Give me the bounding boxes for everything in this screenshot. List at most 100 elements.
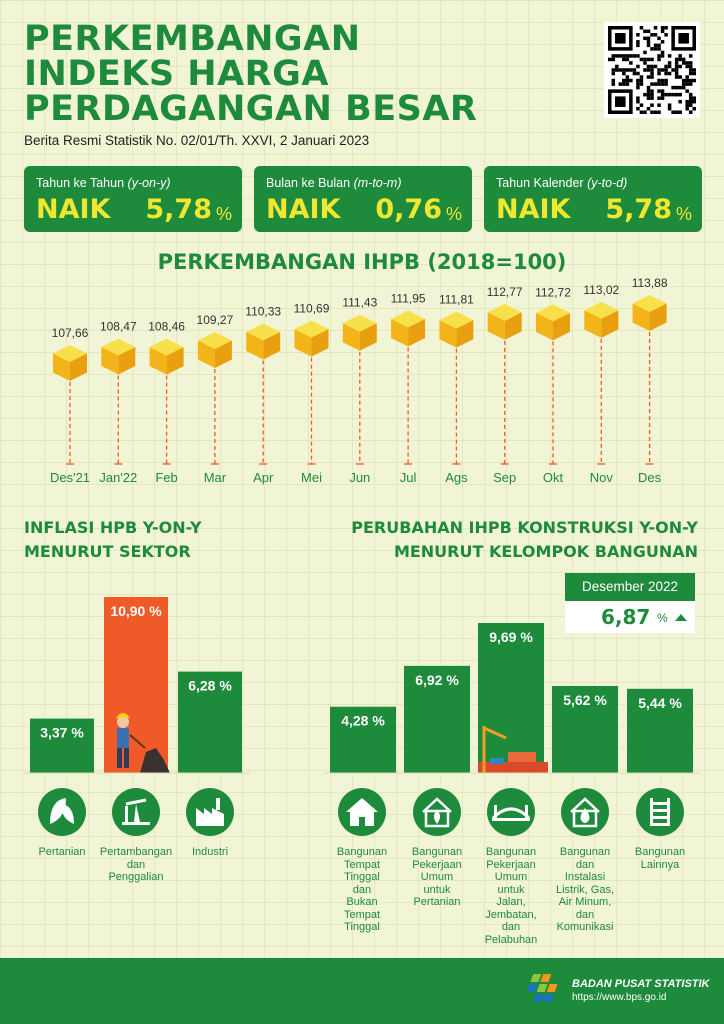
qr-module [688, 54, 693, 58]
qr-module [660, 82, 665, 86]
leaf-shape [61, 804, 74, 824]
qr-module [657, 71, 661, 76]
box-icon-side [101, 346, 119, 375]
box-icon-side [214, 340, 232, 369]
tick-label: Apr [253, 470, 274, 485]
container [490, 758, 504, 764]
qr-module [622, 71, 626, 76]
group-bar [478, 623, 544, 773]
up-arrow-icon [675, 614, 687, 621]
qr-module [636, 96, 640, 100]
qr-module [636, 106, 640, 111]
qr-module [660, 89, 665, 93]
qr-module [660, 96, 665, 100]
miner-illustration [116, 713, 170, 773]
qr-module [667, 71, 672, 76]
water-drop-house-icon [561, 788, 609, 836]
december-unit: % [657, 611, 668, 625]
label-line: Pertanian [38, 846, 86, 858]
qr-module [688, 110, 693, 114]
tick-label: Jun [349, 470, 370, 485]
box-icon-side [197, 340, 215, 369]
box-icon-side [166, 347, 184, 375]
qr-module [685, 82, 689, 86]
qr-module [653, 26, 658, 30]
data-label: 112,72 [535, 285, 571, 299]
qr-module [611, 57, 616, 62]
water-drop [580, 808, 590, 823]
label-line: Bangunan [634, 846, 686, 858]
qr-module [671, 92, 675, 97]
miner-helmet [116, 713, 130, 718]
qr-module [685, 61, 689, 65]
qr-module [674, 64, 679, 69]
tick-label: Nov [590, 470, 614, 485]
qr-module [667, 61, 672, 65]
qr-module [657, 78, 661, 83]
plant-house-icon [413, 788, 461, 836]
qr-module [650, 103, 654, 107]
label-line: Tinggal [344, 921, 380, 933]
tick-label: Jan'22 [99, 470, 137, 485]
group-bar [627, 688, 693, 773]
qr-module [618, 54, 623, 58]
qr-module [632, 68, 637, 72]
title-line: PERKEMBANGAN [24, 19, 361, 59]
label-line: Tempat [343, 908, 381, 921]
qr-module [653, 47, 658, 51]
box-icon-side [553, 312, 570, 341]
tick-label: Sep [493, 470, 516, 485]
label-line: untuk [423, 883, 451, 896]
qr-module [657, 96, 661, 100]
label-line: Komunikasi [556, 921, 614, 933]
qr-module [657, 36, 661, 41]
bar-value-label: 9,69 % [489, 629, 533, 645]
qr-code[interactable] [604, 22, 700, 118]
qr-module [629, 68, 633, 72]
org-name: BADAN PUSAT STATISTIK [572, 978, 710, 990]
qr-module [657, 103, 661, 107]
qr-module [639, 82, 644, 86]
data-label: 109,27 [197, 313, 234, 327]
qr-module [622, 68, 626, 72]
sector-chart-title: INFLASI HPB Y-ON-Y MENURUT SEKTOR [24, 516, 202, 564]
qr-module [678, 64, 682, 69]
miner-leg [117, 748, 122, 768]
box-icon-side [487, 312, 505, 340]
data-label: 107,66 [52, 326, 89, 340]
qr-module [650, 89, 654, 93]
box-icon-side [118, 346, 136, 375]
box-icon-side [311, 329, 329, 357]
qr-module [615, 64, 619, 69]
title-line: MENURUT SEKTOR [24, 542, 191, 561]
qr-module [688, 92, 693, 97]
tick-label: Mei [301, 470, 322, 485]
qr-module [678, 54, 682, 58]
miner-pick [129, 734, 146, 749]
label-line: Pekerjaan [486, 858, 536, 871]
data-label: 108,46 [148, 320, 185, 334]
qr-module [646, 89, 651, 93]
qr-module [692, 71, 696, 76]
icon-background [186, 788, 234, 836]
group-label: Bangunan Tempat Tinggal dan Bukan Tempat Tingg… [325, 846, 399, 934]
data-label: 112,77 [487, 285, 523, 299]
qr-module [643, 36, 647, 41]
summary-label: Bulan ke Bulan [266, 176, 351, 190]
summary-unit: % [675, 204, 692, 224]
qr-module [643, 68, 647, 72]
qr-module [674, 57, 679, 62]
qr-module [681, 82, 686, 86]
qr-module [657, 110, 661, 114]
qr-module [639, 75, 644, 79]
qr-module [646, 64, 651, 69]
qr-module [664, 71, 668, 76]
label-line: Bangunan [559, 846, 611, 858]
factory-shape [196, 808, 224, 826]
qr-module [688, 82, 693, 86]
qr-module [660, 29, 665, 34]
label-line: Umum [494, 871, 528, 883]
data-label: 113,88 [632, 276, 668, 290]
org-url[interactable]: https://www.bps.go.id [572, 992, 667, 1003]
house-roof [422, 797, 452, 813]
